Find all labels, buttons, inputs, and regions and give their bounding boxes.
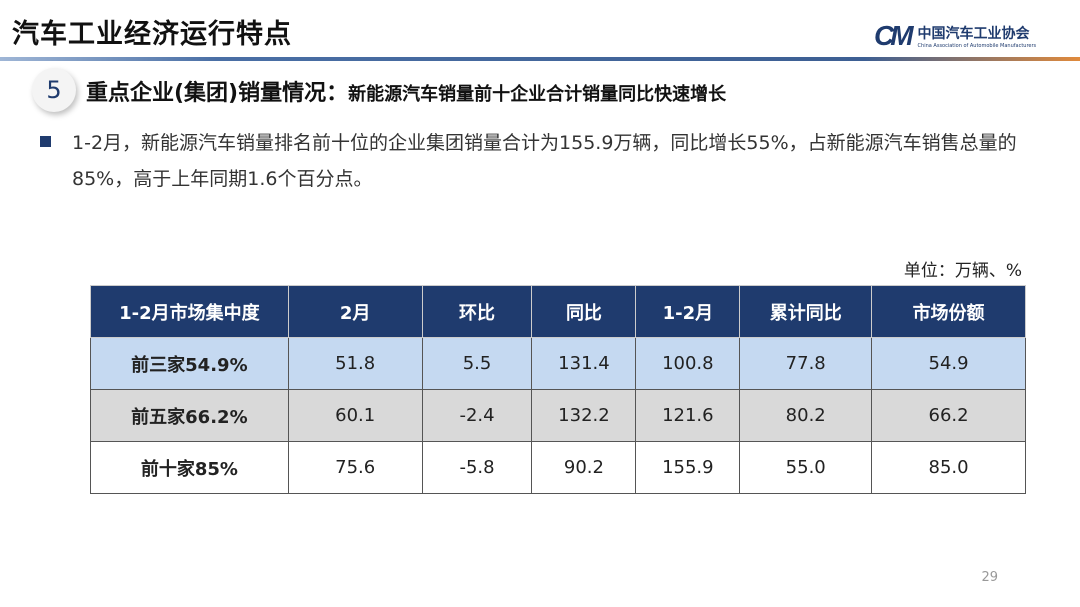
caam-logo: CM 中国汽车工业协会 China Association of Automob… [874, 20, 1036, 52]
column-header: 1-2月市场集中度 [90, 285, 289, 338]
row-label: 前三家54.9% [90, 337, 289, 390]
table-cell: 100.8 [635, 337, 741, 390]
row-label: 前五家66.2% [90, 389, 289, 442]
table-cell: 5.5 [421, 337, 533, 390]
table-cell: -5.8 [421, 441, 533, 494]
section-number: 5 [32, 68, 76, 112]
table-cell: 90.2 [531, 441, 637, 494]
table-cell: -2.4 [421, 389, 533, 442]
header-divider [0, 57, 1080, 61]
table-cell: 55.0 [739, 441, 873, 494]
table-cell: 121.6 [635, 389, 741, 442]
unit-label: 单位：万辆、% [903, 261, 1022, 281]
concentration-table: 1-2月市场集中度 2月 环比 同比 1-2月 累计同比 市场份额 前三家54.9% 51.8… [90, 285, 1026, 494]
table-cell: 132.2 [531, 389, 637, 442]
logo-mark: CM [874, 20, 913, 51]
table-cell: 60.1 [287, 389, 423, 442]
table-cell: 54.9 [871, 337, 1026, 390]
table-cell: 75.6 [287, 441, 423, 494]
table-header-row: 1-2月市场集中度 2月 环比 同比 1-2月 累计同比 市场份额 [90, 285, 1026, 338]
bullet-icon [40, 136, 51, 147]
column-header: 环比 [421, 285, 533, 338]
table-cell: 155.9 [635, 441, 741, 494]
logo-en: China Association of Automobile Manufact… [917, 43, 1037, 49]
section-title-main: 重点企业(集团)销量情况： [86, 81, 349, 106]
column-header: 2月 [287, 285, 423, 338]
table-cell: 85.0 [871, 441, 1026, 494]
column-header: 市场份额 [871, 285, 1026, 338]
column-header: 累计同比 [739, 285, 873, 338]
table-cell: 51.8 [287, 337, 423, 390]
table-cell: 131.4 [531, 337, 637, 390]
section-title: 重点企业(集团)销量情况：新能源汽车销量前十企业合计销量同比快速增长 [86, 75, 726, 107]
table-row: 前十家85% 75.6 -5.8 90.2 155.9 55.0 85.0 [90, 441, 1026, 494]
table-cell: 80.2 [739, 389, 873, 442]
logo-cn: 中国汽车工业协会 [917, 26, 1030, 42]
table-cell: 77.8 [739, 337, 873, 390]
slide-title: 汽车工业经济运行特点 [12, 19, 292, 50]
table-cell: 66.2 [871, 389, 1026, 442]
table-row: 前五家66.2% 60.1 -2.4 132.2 121.6 80.2 66.2 [90, 389, 1026, 442]
row-label: 前十家85% [90, 441, 289, 494]
table-row: 前三家54.9% 51.8 5.5 131.4 100.8 77.8 54.9 [90, 337, 1026, 390]
section-subtitle: 新能源汽车销量前十企业合计销量同比快速增长 [348, 84, 727, 105]
column-header: 同比 [531, 285, 637, 338]
column-header: 1-2月 [635, 285, 741, 338]
page-number: 29 [981, 570, 998, 585]
summary-paragraph: 1-2月，新能源汽车销量排名前十位的企业集团销量合计为155.9万辆，同比增长5… [72, 132, 1017, 190]
